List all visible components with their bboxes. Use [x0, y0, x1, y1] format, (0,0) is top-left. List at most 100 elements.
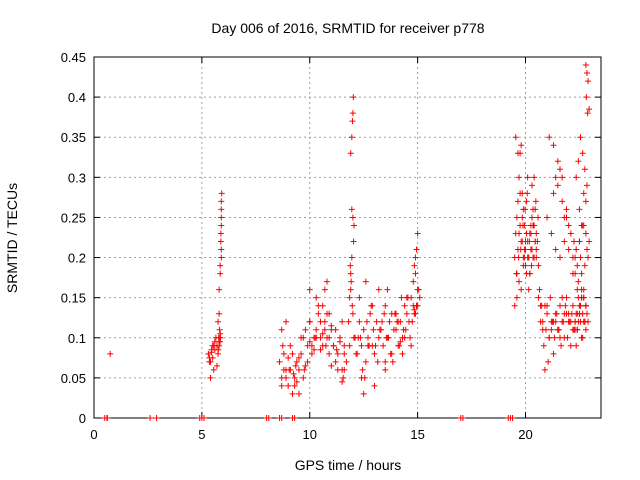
data-point [548, 230, 555, 237]
data-point [292, 362, 299, 369]
data-point [326, 334, 333, 341]
x-tick-label: 0 [90, 427, 97, 442]
data-point [573, 246, 580, 253]
data-point [348, 134, 355, 141]
data-point [339, 318, 346, 325]
data-point [414, 230, 421, 237]
data-point [573, 310, 580, 317]
data-point [550, 350, 557, 357]
data-point [313, 326, 320, 333]
data-point [336, 338, 343, 345]
data-point [217, 270, 224, 277]
data-point [579, 334, 586, 341]
data-point [210, 342, 217, 349]
data-point [513, 294, 520, 301]
y-tick-labels: 0 0.05 0.1 0.15 0.2 0.25 0.3 0.35 0.4 0.45 [61, 50, 86, 426]
x-tick-label: 15 [410, 427, 424, 442]
data-point [516, 174, 523, 181]
x-tick-labels: 0 5 10 15 20 [90, 427, 532, 442]
data-point [306, 286, 313, 293]
data-point [557, 302, 564, 309]
data-point [347, 262, 354, 269]
data-point [349, 310, 356, 317]
data-point [583, 182, 590, 189]
data-point [311, 346, 318, 353]
y-tick-label: 0.25 [61, 210, 86, 225]
data-point [333, 346, 340, 353]
data-point [580, 190, 587, 197]
data-point [578, 270, 585, 277]
data-point [397, 338, 404, 345]
data-point [410, 278, 417, 285]
data-point [218, 214, 225, 221]
data-point [403, 310, 410, 317]
data-point [547, 294, 554, 301]
data-point [544, 302, 551, 309]
data-point [367, 310, 374, 317]
data-point [317, 346, 324, 353]
data-point [514, 150, 521, 157]
data-point [208, 349, 215, 356]
data-point [535, 294, 542, 301]
data-point [293, 358, 300, 365]
data-point [295, 354, 302, 361]
data-point [581, 262, 588, 269]
data-point [349, 214, 356, 221]
data-point [348, 254, 355, 261]
data-point [553, 310, 560, 317]
data-point [360, 390, 367, 397]
data-point [217, 262, 224, 269]
data-point [346, 294, 353, 301]
data-point [526, 270, 533, 277]
data-point [322, 342, 329, 349]
data-point [289, 350, 296, 357]
data-point [382, 358, 389, 365]
data-point [317, 318, 324, 325]
data-point [353, 350, 360, 357]
data-point [584, 110, 591, 117]
data-point [532, 198, 539, 205]
data-point [576, 206, 583, 213]
data-point [283, 318, 290, 325]
data-point [583, 310, 590, 317]
data-point [293, 378, 300, 385]
data-point [340, 374, 347, 381]
data-point [582, 198, 589, 205]
data-point [349, 110, 356, 117]
data-point [552, 246, 559, 253]
data-point [396, 342, 403, 349]
data-point [321, 326, 328, 333]
data-point [213, 362, 220, 369]
data-point [388, 310, 395, 317]
data-point [559, 198, 566, 205]
y-tick-label: 0.4 [68, 90, 86, 105]
data-point [542, 326, 549, 333]
data-point [280, 366, 287, 373]
data-point [564, 334, 571, 341]
data-point [571, 238, 578, 245]
data-point [519, 214, 526, 221]
data-point [567, 230, 574, 237]
y-tick-label: 0.05 [61, 371, 86, 386]
data-point [147, 415, 154, 421]
data-point [416, 294, 423, 301]
data-point [548, 326, 555, 333]
data-point [350, 238, 357, 245]
data-point [360, 326, 367, 333]
data-point [541, 366, 548, 373]
data-point [576, 302, 583, 309]
data-point [565, 318, 572, 325]
data-point [559, 294, 566, 301]
data-point [379, 318, 386, 325]
data-point [572, 270, 579, 277]
data-point [395, 318, 402, 325]
data-point [381, 310, 388, 317]
data-point [285, 382, 292, 389]
data-point [550, 142, 557, 149]
data-point [554, 182, 561, 189]
data-point [413, 302, 420, 309]
data-point [530, 222, 537, 229]
data-point [517, 222, 524, 229]
data-point [512, 134, 519, 141]
